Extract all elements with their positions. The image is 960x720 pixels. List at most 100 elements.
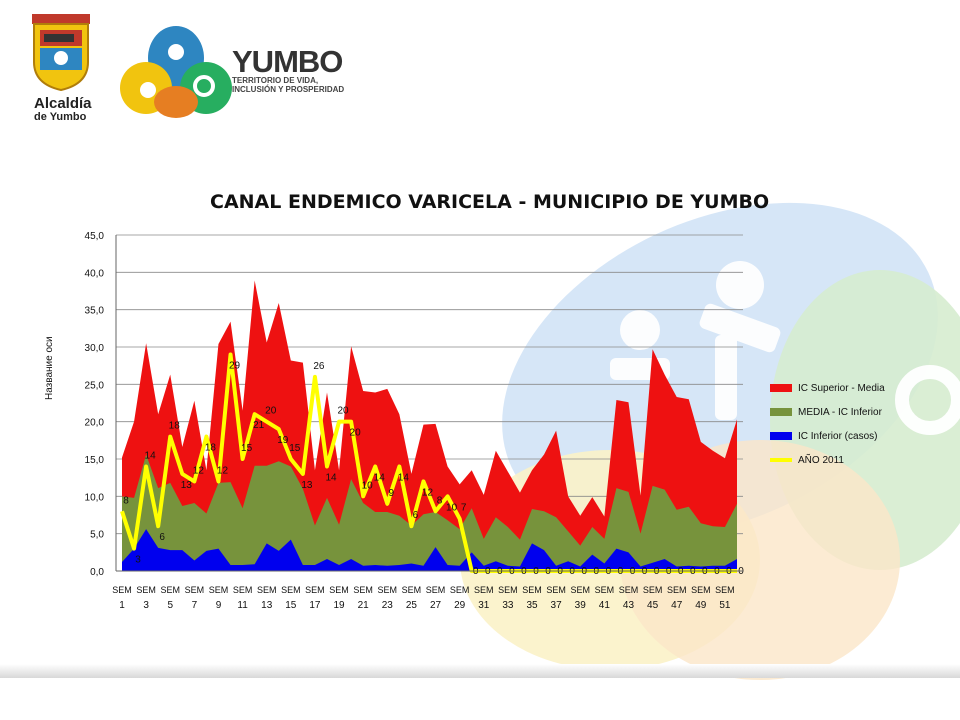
x-tick-number: 7 (192, 600, 198, 611)
x-tick-label: SEM (257, 585, 277, 595)
chart-legend: IC Superior - Media MEDIA - IC Inferior … (770, 376, 885, 472)
x-tick-number: 5 (167, 600, 173, 611)
x-tick-number: 21 (358, 600, 370, 611)
y-tick-label: 15,0 (85, 455, 105, 466)
x-tick-label: SEM (715, 585, 735, 595)
data-label: 26 (313, 361, 325, 372)
x-tick-number: 41 (599, 600, 611, 611)
data-label: 14 (374, 472, 386, 483)
legend-label: AÑO 2011 (798, 454, 844, 466)
data-label: 10 (446, 502, 458, 513)
x-tick-number: 13 (261, 600, 273, 611)
x-tick-label: SEM (474, 585, 494, 595)
data-label: 29 (229, 360, 241, 371)
legend-swatch-green (770, 408, 792, 416)
x-tick-number: 47 (671, 600, 683, 611)
y-tick-label: 20,0 (85, 418, 105, 429)
x-tick-label: SEM (619, 585, 639, 595)
municipality-line1: Alcaldía (34, 95, 92, 112)
x-tick-label: SEM (305, 585, 325, 595)
x-tick-label: SEM (570, 585, 590, 595)
data-label: 8 (123, 495, 129, 506)
x-tick-label: SEM (426, 585, 446, 595)
x-tick-label: SEM (136, 585, 156, 595)
legend-label: IC Inferior (casos) (798, 430, 878, 442)
area-2 (122, 529, 737, 571)
data-label: 6 (159, 532, 165, 543)
data-label: 14 (325, 472, 337, 483)
data-label: 18 (169, 421, 181, 432)
legend-swatch-blue (770, 432, 792, 440)
legend-item-ic-inferior: IC Inferior (casos) (770, 424, 885, 448)
data-label: 10 (362, 480, 374, 491)
data-label: 18 (205, 443, 217, 454)
x-tick-label: SEM (329, 585, 349, 595)
x-tick-label: SEM (185, 585, 205, 595)
x-tick-number: 39 (575, 600, 587, 611)
x-tick-label: SEM (402, 585, 422, 595)
data-label: 12 (217, 465, 229, 476)
data-label: 20 (350, 428, 362, 439)
data-label: 13 (301, 480, 313, 491)
footer-bar (0, 664, 960, 678)
brand-emblem-icon (120, 26, 232, 118)
x-tick-number: 3 (143, 600, 149, 611)
x-tick-number: 15 (285, 600, 297, 611)
x-tick-label: SEM (546, 585, 566, 595)
legend-swatch-red (770, 384, 792, 392)
data-label: 13 (181, 480, 193, 491)
x-tick-number: 49 (695, 600, 707, 611)
x-tick-number: 25 (406, 600, 418, 611)
data-label: 14 (398, 472, 410, 483)
x-tick-label: SEM (643, 585, 663, 595)
x-tick-label: SEM (233, 585, 253, 595)
data-label: 15 (289, 443, 301, 454)
x-tick-number: 51 (719, 600, 731, 611)
brand-tagline-1: TERRITORIO DE VIDA, (232, 76, 319, 85)
x-tick-number: 1 (119, 600, 125, 611)
brand-tagline-2: INCLUSIÓN Y PROSPERIDAD (232, 85, 345, 94)
x-tick-label: SEM (498, 585, 518, 595)
legend-item-ano-2011: AÑO 2011 (770, 448, 885, 472)
seal-icon (32, 14, 90, 92)
x-tick-number: 35 (526, 600, 538, 611)
x-tick-label: SEM (691, 585, 711, 595)
x-tick-number: 33 (502, 600, 514, 611)
x-tick-number: 29 (454, 600, 466, 611)
area-1 (122, 454, 737, 571)
data-label: 12 (422, 487, 434, 498)
x-tick-number: 9 (216, 600, 222, 611)
y-tick-label: 30,0 (85, 343, 105, 354)
x-tick-label: SEM (353, 585, 373, 595)
axes: 0,0 5,0 10,0 15,0 20,0 25,0 30,0 35,0 40,0 45,0 SE… (85, 231, 743, 611)
x-tick-label: SEM (281, 585, 301, 595)
data-label: 8 (437, 495, 443, 506)
x-tick-label: SEM (522, 585, 542, 595)
x-tick-number: 27 (430, 600, 442, 611)
x-tick-number: 23 (382, 600, 394, 611)
data-label: 20 (337, 406, 349, 417)
x-tick-label: SEM (160, 585, 180, 595)
data-label: 19 (277, 435, 289, 446)
data-label: 20 (265, 406, 277, 417)
data-label: 9 (389, 488, 395, 499)
y-tick-label: 35,0 (85, 306, 105, 317)
data-label: 12 (193, 465, 205, 476)
municipality-logo: Alcaldía de Yumbo (28, 12, 108, 122)
legend-item-ic-superior: IC Superior - Media (770, 376, 885, 400)
municipality-line2: de Yumbo (34, 110, 87, 123)
legend-item-media: MEDIA - IC Inferior (770, 400, 885, 424)
x-tick-number: 11 (237, 600, 248, 611)
x-tick-number: 19 (333, 600, 345, 611)
data-label: 21 (253, 420, 265, 431)
x-tick-label: SEM (595, 585, 615, 595)
y-tick-label: 40,0 (85, 268, 105, 279)
brand-name: YUMBO (232, 44, 343, 79)
chart-title: CANAL ENDEMICO VARICELA - MUNICIPIO DE Y… (210, 191, 770, 213)
y-tick-label: 10,0 (85, 492, 105, 503)
brand-logo: YUMBO TERRITORIO DE VIDA, INCLUSIÓN Y PR… (232, 44, 345, 94)
data-label: 6 (413, 510, 419, 521)
x-tick-number: 37 (551, 600, 563, 611)
x-tick-label: SEM (667, 585, 687, 595)
